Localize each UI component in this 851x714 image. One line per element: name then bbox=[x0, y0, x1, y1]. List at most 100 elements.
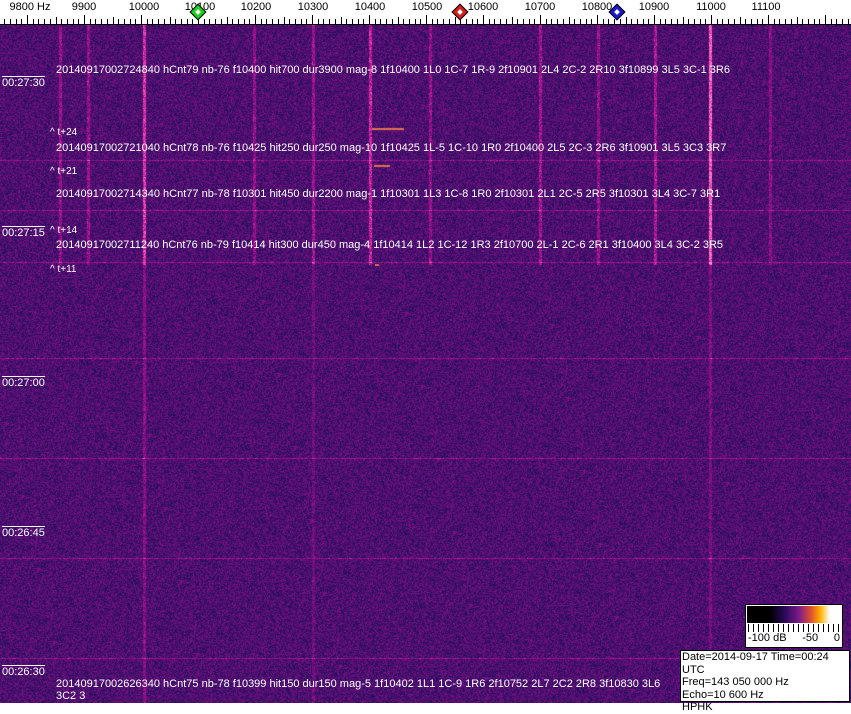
freq-tick bbox=[89, 19, 91, 24]
freq-tick bbox=[272, 19, 274, 24]
freq-tick bbox=[722, 19, 724, 24]
freq-tick bbox=[386, 19, 388, 24]
freq-tick bbox=[614, 19, 616, 24]
freq-tick bbox=[750, 19, 752, 24]
freq-tick bbox=[608, 19, 610, 24]
freq-tick bbox=[465, 19, 467, 24]
freq-tick bbox=[631, 19, 633, 24]
colorbar-legend: -100 dB -50 0 bbox=[745, 604, 843, 648]
freq-tick bbox=[545, 19, 547, 24]
freq-tick bbox=[414, 19, 416, 24]
freq-label: 9900 bbox=[71, 1, 97, 13]
freq-tick bbox=[807, 19, 809, 24]
freq-tick bbox=[237, 19, 239, 24]
freq-tick bbox=[836, 19, 838, 24]
freq-label: 10400 bbox=[354, 1, 386, 13]
freq-tick bbox=[78, 19, 80, 24]
freq-tick bbox=[84, 15, 85, 24]
freq-tick bbox=[101, 19, 103, 24]
freq-tick bbox=[317, 19, 319, 24]
freq-tick bbox=[66, 19, 68, 24]
colorbar-label: -100 dB bbox=[748, 632, 787, 644]
freq-tick bbox=[693, 19, 695, 24]
freq-tick bbox=[779, 19, 781, 24]
freq-tick bbox=[471, 19, 473, 24]
time-label: 00:27:00 bbox=[2, 376, 45, 389]
freq-tick bbox=[745, 19, 747, 24]
time-offset: ^ t+14 bbox=[50, 225, 78, 236]
freq-tick bbox=[494, 19, 496, 24]
waterfall-spectrogram[interactable]: 00:27:30 00:27:15 00:27:00 00:26:45 00:2… bbox=[0, 25, 851, 703]
spectrogram-canvas[interactable] bbox=[0, 25, 851, 703]
freq-tick bbox=[277, 19, 279, 24]
freq-tick bbox=[283, 17, 285, 24]
freq-tick bbox=[169, 17, 171, 24]
freq-tick bbox=[847, 19, 849, 24]
freq-tick bbox=[557, 19, 559, 24]
freq-tick bbox=[44, 19, 46, 24]
colorbar-label: -50 bbox=[802, 632, 819, 644]
freq-tick bbox=[369, 15, 370, 24]
colorbar-ticks bbox=[748, 624, 840, 632]
freq-tick bbox=[112, 17, 114, 24]
freq-tick bbox=[830, 19, 832, 24]
freq-tick bbox=[551, 19, 553, 24]
info-box: Date=2014-09-17 Time=00:24 UTC Freq=143 … bbox=[680, 650, 850, 713]
freq-tick bbox=[158, 19, 160, 24]
detection-line: 20140917002724840 hCnt79 nb-76 f10400 hi… bbox=[56, 64, 730, 76]
freq-tick bbox=[699, 19, 701, 24]
freq-tick bbox=[671, 19, 673, 24]
freq-tick bbox=[300, 19, 302, 24]
freq-tick bbox=[403, 19, 405, 24]
freq-tick bbox=[842, 19, 844, 24]
freq-tick bbox=[443, 19, 445, 24]
freq-tick bbox=[106, 19, 108, 24]
freq-tick bbox=[716, 19, 718, 24]
detection-line: 20140917002711240 hCnt76 nb-79 f10414 hi… bbox=[56, 239, 724, 251]
freq-tick bbox=[260, 19, 262, 24]
freq-tick bbox=[363, 19, 365, 24]
freq-tick bbox=[249, 19, 251, 24]
freq-tick bbox=[123, 19, 125, 24]
freq-tick bbox=[192, 19, 194, 24]
freq-tick bbox=[129, 19, 131, 24]
freq-tick bbox=[568, 17, 570, 24]
freq-tick bbox=[534, 19, 536, 24]
freq-tick bbox=[38, 19, 40, 24]
frequency-axis[interactable]: 9800 Hz 9900 10000 10100 10200 10300 104… bbox=[0, 0, 851, 25]
freq-tick bbox=[602, 19, 604, 24]
freq-tick bbox=[357, 19, 359, 24]
freq-tick bbox=[374, 19, 376, 24]
time-offset: ^ t+11 bbox=[50, 264, 77, 275]
freq-tick bbox=[351, 19, 353, 24]
freq-tick bbox=[790, 19, 792, 24]
freq-tick bbox=[562, 19, 564, 24]
freq-tick bbox=[294, 19, 296, 24]
freq-tick bbox=[306, 19, 308, 24]
freq-tick bbox=[682, 17, 684, 24]
freq-tick bbox=[380, 19, 382, 24]
freq-tick bbox=[454, 17, 456, 24]
freq-tick bbox=[756, 19, 758, 24]
freq-tick bbox=[55, 17, 57, 24]
freq-label: 10700 bbox=[524, 1, 556, 13]
freq-tick bbox=[146, 19, 148, 24]
freq-tick bbox=[141, 15, 142, 24]
freq-tick bbox=[448, 19, 450, 24]
freq-label: 10000 bbox=[128, 1, 160, 13]
freq-tick bbox=[21, 19, 23, 24]
freq-tick bbox=[654, 15, 655, 24]
freq-tick bbox=[483, 15, 484, 24]
colorbar-labels: -100 dB -50 0 bbox=[746, 632, 842, 644]
freq-tick bbox=[511, 17, 513, 24]
freq-tick bbox=[32, 19, 34, 24]
freq-tick bbox=[27, 15, 28, 24]
freq-tick bbox=[180, 19, 182, 24]
freq-tick bbox=[802, 19, 804, 24]
freq-tick bbox=[4, 19, 6, 24]
freq-label: 11000 bbox=[696, 1, 726, 13]
freq-tick bbox=[591, 19, 593, 24]
freq-label: 10600 bbox=[467, 1, 499, 13]
time-label: 00:27:15 bbox=[2, 226, 45, 239]
freq-tick bbox=[72, 19, 74, 24]
